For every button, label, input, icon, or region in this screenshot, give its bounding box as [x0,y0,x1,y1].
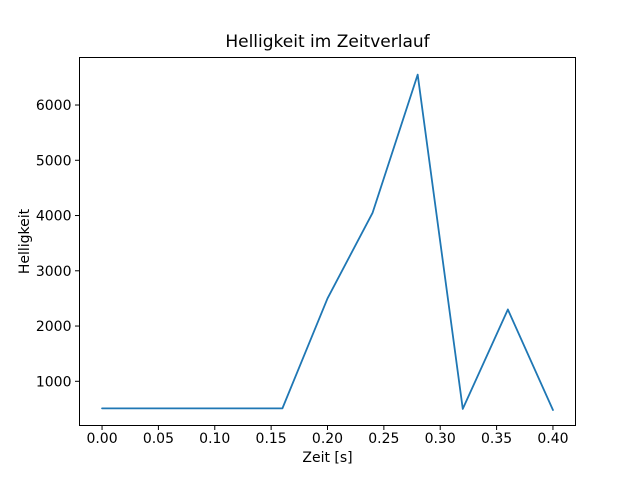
y-tick-label: 3000 [36,264,72,280]
chart-title: Helligkeit im Zeitverlauf [225,32,430,52]
x-tick-label: 0.15 [256,431,287,447]
x-tick-label: 0.05 [143,431,174,447]
y-tick-label: 6000 [36,98,72,114]
y-tick-label: 5000 [36,153,72,169]
y-tick-label: 4000 [36,209,72,225]
x-tick-label: 0.20 [312,431,343,447]
y-tick-label: 1000 [36,374,72,390]
x-tick-label: 0.40 [537,431,568,447]
y-axis-label: Helligkeit [17,208,33,274]
y-tick-label: 2000 [36,319,72,335]
x-tick-label: 0.00 [86,431,117,447]
x-tick-label: 0.30 [425,431,456,447]
data-line-helligkeit [101,73,554,411]
x-axis-ticks: 0.00 0.05 0.10 0.15 0.20 0.25 0.30 0.35 0.40 [86,425,569,447]
x-tick-label: 0.35 [481,431,512,447]
y-axis-ticks: 1000 2000 3000 4000 5000 6000 [36,98,80,390]
x-tick-label: 0.25 [368,431,399,447]
x-tick-label: 0.10 [199,431,230,447]
plot-area [79,57,576,426]
x-axis-label: Zeit [s] [302,450,352,466]
